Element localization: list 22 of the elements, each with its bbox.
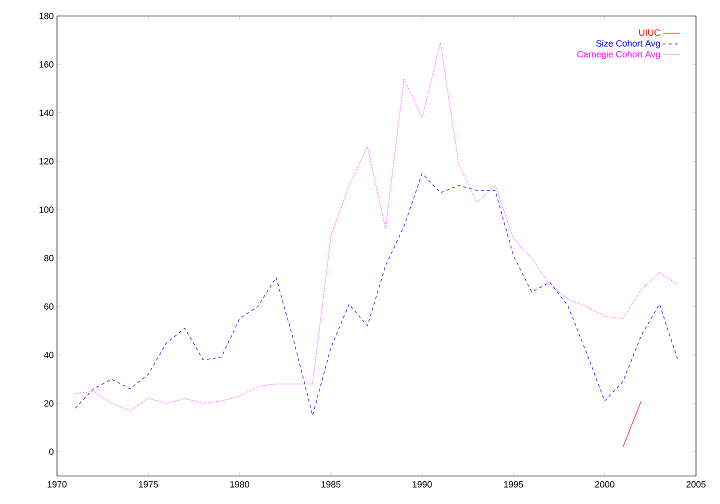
y-tick-label: 100 (40, 206, 54, 213)
y-tick-label: 80 (44, 254, 54, 262)
legend-label: Size Cohort Avg (596, 40, 660, 48)
y-tick-label: 140 (40, 110, 54, 116)
y-tick-label: 120 (40, 158, 54, 164)
x-tick-label: 2000 (595, 481, 614, 488)
y-tick-label: 160 (40, 61, 54, 68)
x-tick-label: 1975 (139, 481, 158, 488)
x-tick-label: 1985 (322, 481, 340, 488)
y-tick-label: 60 (44, 303, 54, 310)
x-tick-label: 1990 (412, 481, 432, 488)
y-tick-label: 180 (40, 12, 54, 20)
legend-label: UIUC (639, 29, 660, 36)
x-tick-label: 1970 (48, 481, 67, 488)
line-series (74, 173, 678, 416)
y-tick-label: 20 (44, 400, 54, 407)
y-tick-label: 0 (49, 448, 54, 455)
x-tick-label: 1980 (230, 481, 250, 488)
x-tick-label: 2005 (686, 481, 706, 488)
y-tick-label: 40 (44, 352, 54, 358)
x-tick-label: 1995 (504, 481, 524, 488)
legend-label: Carnegie Cohort Avg (577, 50, 660, 60)
